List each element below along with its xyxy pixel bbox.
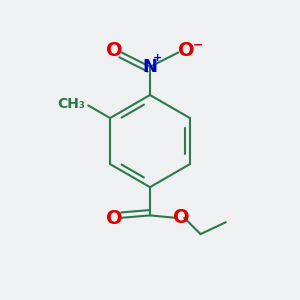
Text: CH₃: CH₃ xyxy=(57,97,85,111)
Text: +: + xyxy=(153,53,162,64)
Text: O: O xyxy=(178,40,195,60)
Text: O: O xyxy=(173,208,190,227)
Text: N: N xyxy=(142,58,158,76)
Text: O: O xyxy=(106,209,123,228)
Text: −: − xyxy=(192,39,203,52)
Text: O: O xyxy=(106,40,123,60)
